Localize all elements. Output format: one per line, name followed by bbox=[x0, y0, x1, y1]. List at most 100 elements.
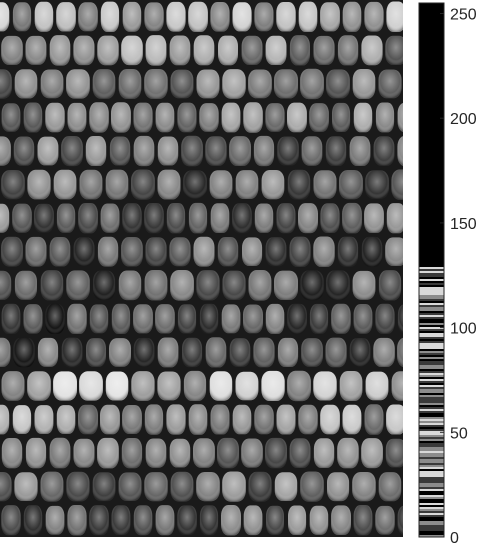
kernel-shading bbox=[222, 270, 246, 300]
kernel-shading bbox=[105, 169, 129, 200]
kernel-shading bbox=[61, 136, 83, 167]
kernel-shading bbox=[365, 371, 389, 401]
kernel-shading bbox=[210, 404, 230, 435]
kernel-shading bbox=[288, 505, 307, 535]
kernel-shading bbox=[300, 270, 324, 301]
colorbar-stripe bbox=[419, 317, 444, 319]
colorbar-tick-label: 50 bbox=[450, 425, 468, 442]
kernel-shading bbox=[331, 303, 351, 334]
kernel-shading bbox=[157, 371, 181, 401]
kernel-shading bbox=[337, 236, 359, 267]
kernel-shading bbox=[1, 236, 23, 267]
kernel-shading bbox=[375, 303, 395, 334]
colorbar-stripe bbox=[419, 351, 444, 353]
kernel-shading bbox=[1, 303, 21, 334]
colorbar-stripe bbox=[419, 293, 444, 295]
colorbar-stripe bbox=[419, 469, 444, 471]
kernel-shading bbox=[45, 505, 65, 535]
colorbar-stripe bbox=[419, 391, 444, 393]
colorbar-stripe bbox=[419, 465, 444, 467]
colorbar-stripe bbox=[419, 531, 444, 533]
kernel-row bbox=[1, 370, 403, 402]
kernel-shading bbox=[276, 404, 296, 435]
kernel-shading bbox=[14, 472, 38, 501]
kernel-shading bbox=[133, 505, 153, 536]
colorbar-stripe bbox=[419, 419, 444, 421]
kernel-shading bbox=[121, 237, 143, 267]
colorbar-stripe bbox=[419, 325, 444, 327]
kernel-shading bbox=[342, 1, 362, 32]
kernel-shading bbox=[169, 35, 191, 66]
kernel-shading bbox=[1, 505, 21, 536]
kernel-shading bbox=[1, 103, 21, 132]
kernel-shading bbox=[253, 135, 275, 167]
kernel-shading bbox=[34, 203, 54, 233]
colorbar-stripe bbox=[419, 433, 444, 435]
colorbar-stripe bbox=[419, 311, 444, 313]
kernel-row bbox=[1, 35, 403, 66]
kernel-shading bbox=[49, 237, 71, 267]
colorbar-stripe bbox=[419, 359, 444, 361]
kernel-shading bbox=[386, 203, 403, 234]
kernel-shading bbox=[118, 270, 142, 301]
colorbar-stripe bbox=[419, 431, 444, 433]
kernel-shading bbox=[0, 2, 10, 32]
kernel-shading bbox=[353, 102, 373, 133]
colorbar-stripe bbox=[419, 453, 444, 455]
kernel-shading bbox=[111, 303, 131, 334]
kernel-shading bbox=[23, 304, 43, 334]
kernel-shading bbox=[170, 471, 194, 502]
kernel-shading bbox=[217, 237, 239, 267]
kernel-shading bbox=[177, 102, 197, 133]
kernel-shading bbox=[182, 337, 203, 368]
kernel-shading bbox=[205, 136, 227, 166]
kernel-shading bbox=[313, 35, 335, 65]
colorbar-stripe bbox=[419, 289, 444, 291]
colorbar-stripe bbox=[419, 379, 444, 381]
kernel-shading bbox=[78, 404, 98, 435]
kernel-shading bbox=[0, 69, 12, 99]
kernel-shading bbox=[243, 304, 263, 334]
kernel-shading bbox=[339, 371, 363, 401]
colorbar-stripe bbox=[419, 343, 444, 345]
kernel-shading bbox=[332, 102, 351, 132]
colorbar-stripe bbox=[419, 427, 444, 429]
kernel-shading bbox=[1, 438, 23, 469]
colorbar-stripe bbox=[419, 497, 444, 499]
colorbar-stripe bbox=[419, 529, 444, 531]
kernel-shading bbox=[243, 505, 263, 536]
kernel-shading bbox=[0, 472, 12, 502]
colorbar-stripe bbox=[419, 449, 444, 451]
kernel-shading bbox=[25, 35, 47, 65]
kernel-shading bbox=[287, 370, 311, 402]
kernel-shading bbox=[391, 169, 403, 200]
kernel-shading bbox=[97, 35, 119, 66]
kernel-shading bbox=[145, 438, 167, 468]
kernel-shading bbox=[232, 404, 252, 435]
kernel-row bbox=[1, 505, 403, 536]
kernel-row bbox=[1, 236, 403, 267]
kernel-shading bbox=[61, 337, 83, 368]
kernel-shading bbox=[229, 338, 251, 367]
kernel-shading bbox=[188, 1, 208, 32]
colorbar-stripe bbox=[419, 275, 444, 277]
kernel-shading bbox=[122, 1, 142, 32]
colorbar-tick-label: 250 bbox=[450, 7, 477, 24]
colorbar-stripe bbox=[419, 393, 444, 395]
kernel-shading bbox=[177, 505, 197, 535]
colorbar-stripe bbox=[419, 357, 444, 359]
kernel-shading bbox=[364, 1, 384, 32]
kernel-shading bbox=[79, 169, 103, 200]
kernel-shading bbox=[325, 136, 347, 166]
colorbar-stripe bbox=[419, 439, 444, 441]
kernel-shading bbox=[1, 371, 25, 401]
kernel-shading bbox=[289, 438, 311, 468]
kernel-shading bbox=[53, 371, 77, 401]
colorbar-stripe bbox=[419, 273, 444, 275]
kernel-shading bbox=[243, 102, 263, 133]
colorbar-stripe bbox=[419, 361, 444, 363]
colorbar-stripe bbox=[419, 307, 444, 309]
kernel-shading bbox=[183, 170, 207, 199]
kernel-shading bbox=[265, 437, 287, 469]
